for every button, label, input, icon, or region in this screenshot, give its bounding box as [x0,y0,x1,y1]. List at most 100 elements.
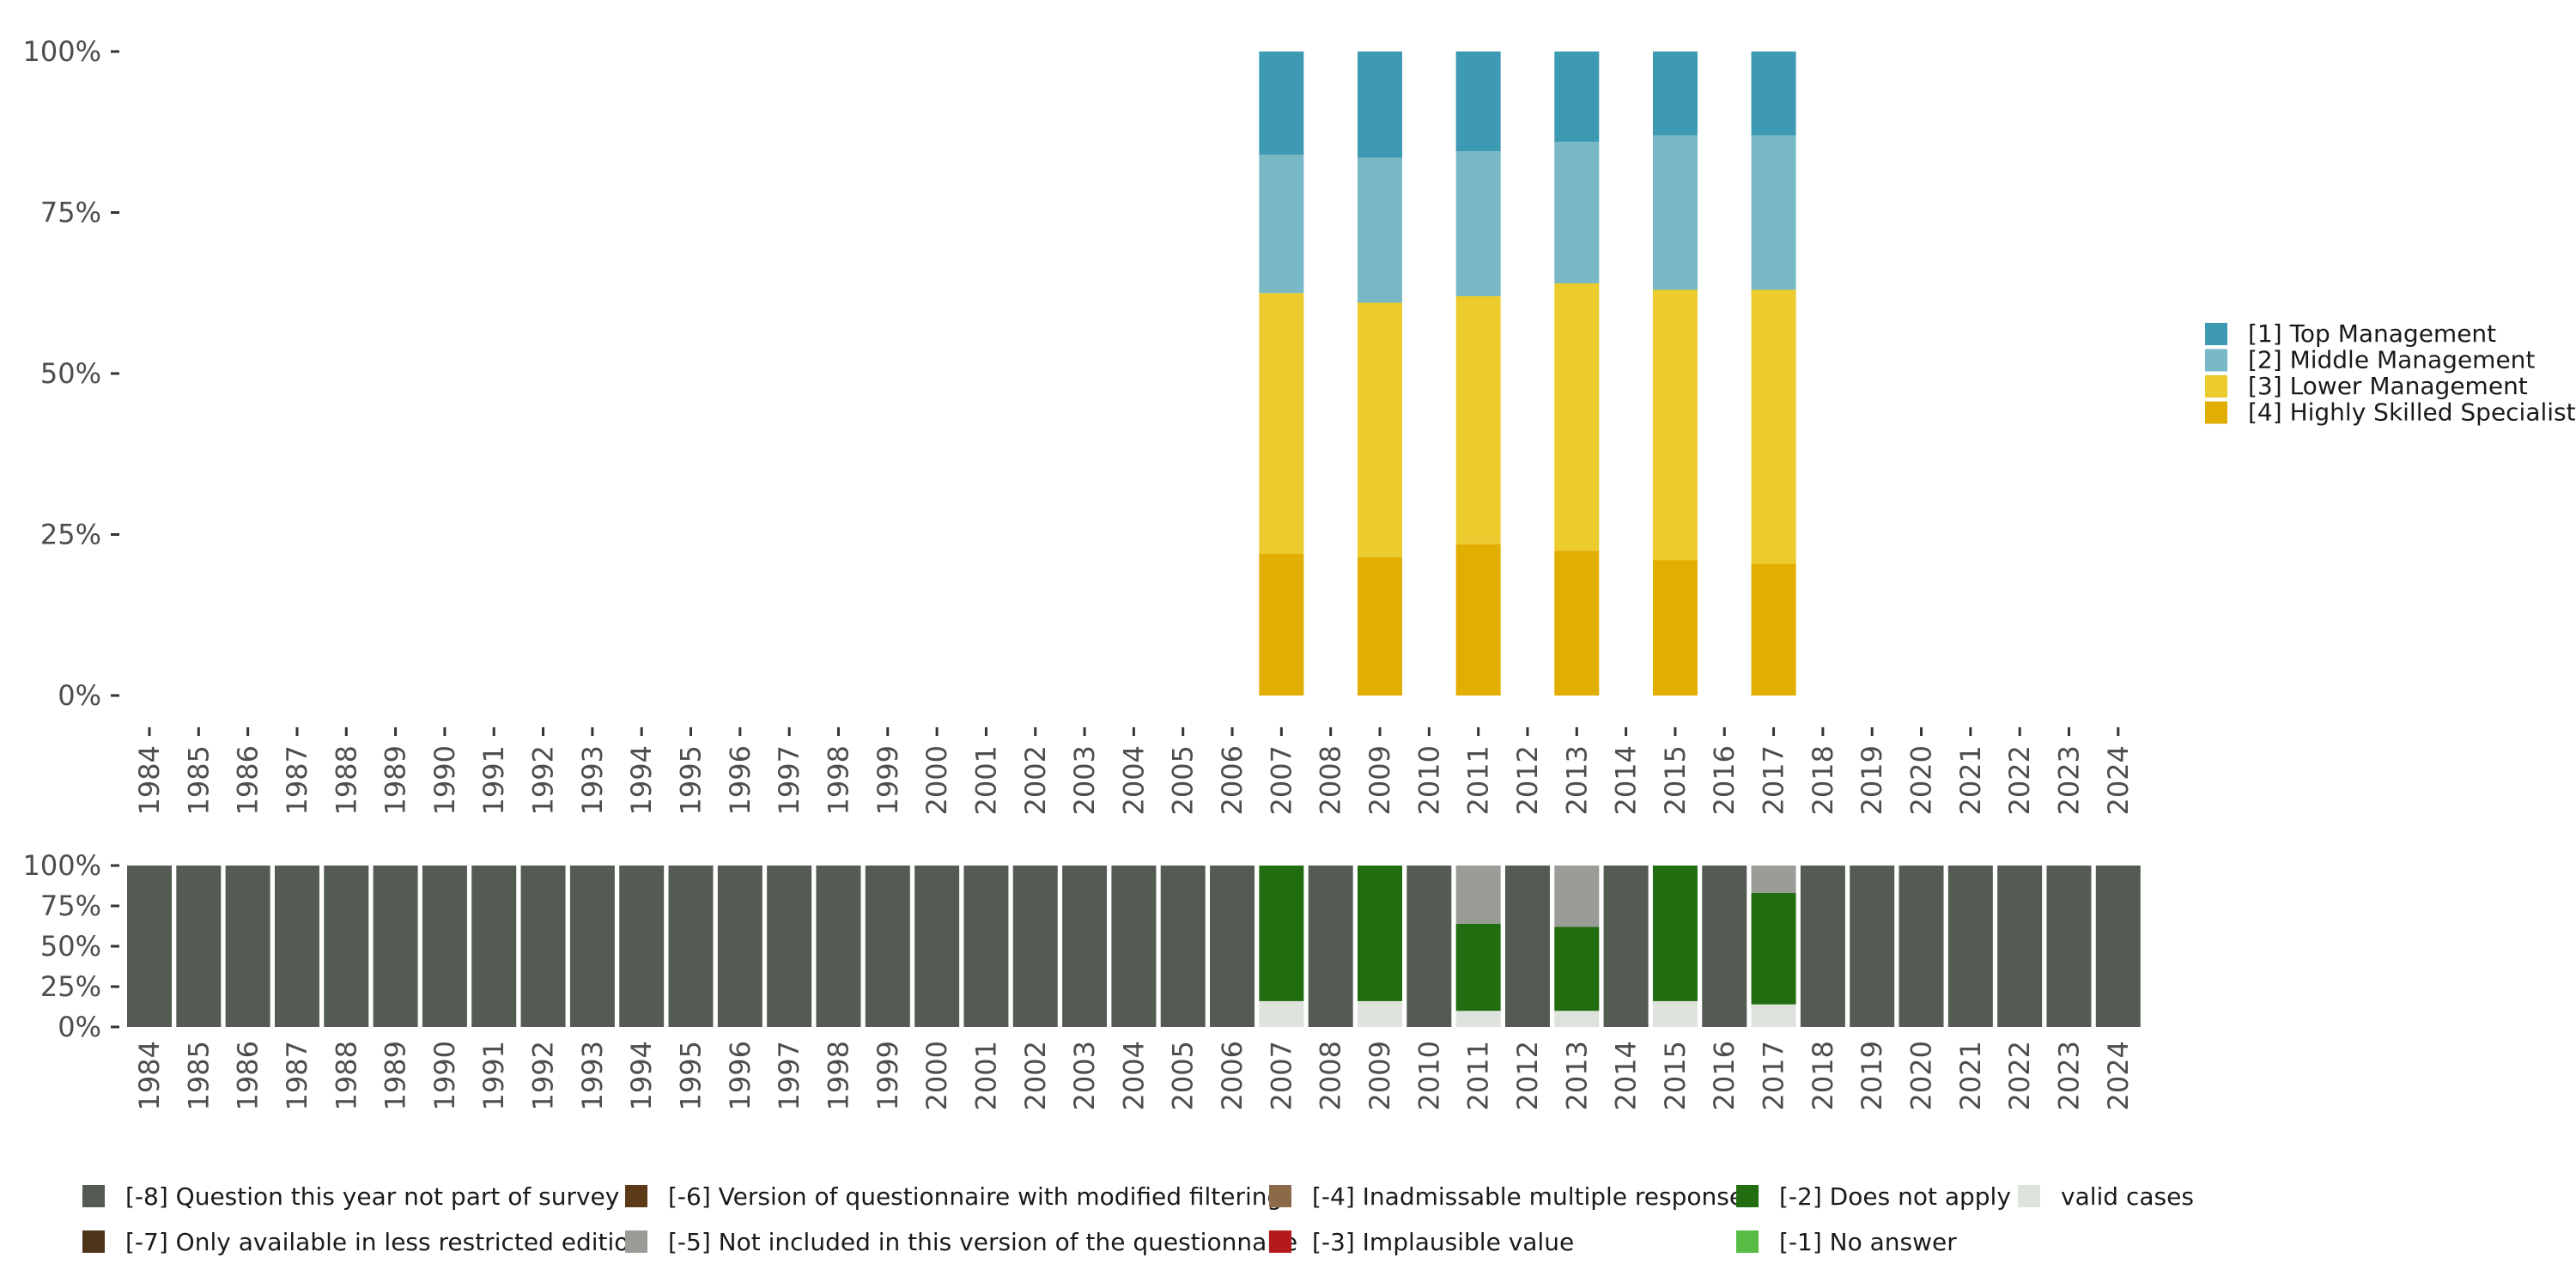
bar-bottom-2009--2-does-not-apply [1358,866,1402,1001]
bar-bottom-2017-valid-cases [1751,1004,1796,1027]
y-tick-label-bottom-25%: 25% [40,970,101,1003]
bar-bottom-2000--8-question-this-year-not-part-of-survey [914,866,960,1027]
legend-swatch-bottom-6 [1736,1185,1759,1207]
x-tick-label-top-2008: 2008 [1315,745,1347,815]
x-tick-label-bottom-2007: 2007 [1265,1041,1297,1110]
legend-label-bottom-7: [-1] No answer [1779,1228,1957,1256]
x-tick-label-bottom-2000: 2000 [920,1041,953,1110]
legend-swatch-top-1 [2205,349,2227,372]
x-tick-label-bottom-2017: 2017 [1758,1041,1790,1110]
x-tick-label-top-2007: 2007 [1265,745,1297,815]
x-tick-label-top-1994: 1994 [625,745,658,815]
bar-bottom-2011--2-does-not-apply [1455,923,1501,1012]
x-tick-label-bottom-1994: 1994 [625,1041,658,1110]
bar-top-2015--4-highly-skilled-specialist [1652,560,1698,696]
bar-bottom-2021--8-question-this-year-not-part-of-survey [1947,866,1993,1027]
x-tick-label-bottom-1993: 1993 [576,1041,609,1110]
bar-bottom-1989--8-question-this-year-not-part-of-survey [373,866,418,1027]
bar-bottom-1993--8-question-this-year-not-part-of-survey [569,866,615,1027]
x-tick-label-top-2024: 2024 [2102,745,2135,815]
bar-bottom-2017--5-not-included-in-this-version-of-the-questionnaire [1751,866,1796,893]
bar-bottom-1984--8-question-this-year-not-part-of-survey [127,866,172,1027]
x-tick-label-top-2018: 2018 [1807,745,1839,815]
x-tick-label-bottom-2002: 2002 [1019,1041,1052,1110]
bar-bottom-1996--8-question-this-year-not-part-of-survey [717,866,762,1027]
bar-bottom-2011-valid-cases [1455,1011,1501,1027]
legend-label-bottom-3: [-5] Not included in this version of the… [668,1228,1297,1256]
x-tick-label-bottom-2009: 2009 [1364,1041,1396,1110]
bar-top-2007--1-top-management [1259,52,1304,155]
bar-bottom-2009-valid-cases [1358,1000,1402,1027]
y-tick-label-bottom-50%: 50% [40,930,101,963]
x-tick-label-top-2014: 2014 [1610,745,1643,815]
x-tick-label-bottom-2006: 2006 [1216,1041,1249,1110]
x-tick-label-top-2011: 2011 [1462,745,1495,815]
x-tick-label-top-2023: 2023 [2052,745,2085,815]
bar-bottom-2022--8-question-this-year-not-part-of-survey [1997,866,2043,1027]
x-tick-label-top-1997: 1997 [773,745,805,815]
bar-bottom-1988--8-question-this-year-not-part-of-survey [324,866,369,1027]
x-tick-label-top-2003: 2003 [1068,745,1101,815]
x-tick-label-bottom-1997: 1997 [773,1041,805,1110]
x-tick-label-top-1984: 1984 [133,745,166,815]
bar-bottom-1985--8-question-this-year-not-part-of-survey [176,866,222,1027]
x-tick-label-top-2022: 2022 [2003,745,2036,815]
bar-top-2007--2-middle-management [1259,155,1304,294]
bar-top-2011--4-highly-skilled-specialist [1455,544,1501,696]
x-tick-label-bottom-2018: 2018 [1807,1041,1839,1110]
x-tick-label-bottom-2012: 2012 [1511,1041,1544,1110]
bar-top-2017--3-lower-management [1751,289,1796,564]
x-tick-label-top-2015: 2015 [1659,745,1692,815]
bar-top-2013--3-lower-management [1554,283,1600,551]
legend-label-bottom-6: [-2] Does not apply [1779,1182,2011,1211]
x-tick-label-top-2000: 2000 [920,745,953,815]
bar-bottom-2015-valid-cases [1652,1000,1698,1027]
legend-swatch-bottom-8 [2018,1185,2040,1207]
x-tick-label-bottom-2020: 2020 [1905,1041,1938,1110]
bar-bottom-2011--5-not-included-in-this-version-of-the-questionnaire [1455,866,1501,924]
x-tick-label-bottom-2011: 2011 [1462,1041,1495,1110]
bar-top-2011--3-lower-management [1455,296,1501,544]
x-tick-label-top-1985: 1985 [182,745,215,815]
x-tick-label-top-2012: 2012 [1511,745,1544,815]
bar-bottom-1998--8-question-this-year-not-part-of-survey [816,866,861,1027]
bar-top-2007--4-highly-skilled-specialist [1259,554,1304,696]
bar-bottom-2010--8-question-this-year-not-part-of-survey [1406,866,1452,1027]
legend-swatch-bottom-1 [82,1230,105,1253]
x-tick-label-top-1990: 1990 [428,745,461,815]
x-tick-label-bottom-2004: 2004 [1117,1041,1150,1110]
x-tick-label-top-2002: 2002 [1019,745,1052,815]
legend-swatch-bottom-7 [1736,1230,1759,1253]
x-tick-label-top-1986: 1986 [232,745,264,815]
x-tick-label-bottom-1989: 1989 [380,1041,412,1110]
bar-top-2015--2-middle-management [1652,135,1698,290]
bars-bottom [127,866,2141,1027]
x-tick-label-top-1995: 1995 [675,745,708,815]
bar-bottom-2004--8-question-this-year-not-part-of-survey [1111,866,1157,1027]
x-tick-label-top-1998: 1998 [822,745,854,815]
bar-bottom-2017--2-does-not-apply [1751,892,1796,1005]
legend-swatch-top-3 [2205,401,2227,424]
x-tick-label-top-1993: 1993 [576,745,609,815]
bar-bottom-2002--8-question-this-year-not-part-of-survey [1012,866,1058,1027]
x-tick-label-bottom-1990: 1990 [428,1041,461,1110]
x-tick-label-top-2004: 2004 [1117,745,1150,815]
bar-top-2017--1-top-management [1751,52,1796,136]
x-tick-label-bottom-2022: 2022 [2003,1041,2036,1110]
y-tick-label-bottom-75%: 75% [40,890,101,922]
bar-bottom-2013-valid-cases [1554,1011,1600,1027]
bar-bottom-2003--8-question-this-year-not-part-of-survey [1062,866,1108,1027]
bar-bottom-2024--8-question-this-year-not-part-of-survey [2095,866,2141,1027]
y-tick-label-top-100%: 100% [23,35,101,68]
x-tick-label-top-2021: 2021 [1954,745,1987,815]
legend-label-top-3: [4] Highly Skilled Specialist [2248,398,2576,427]
x-tick-label-top-1996: 1996 [724,745,756,815]
x-tick-label-top-2010: 2010 [1413,745,1445,815]
legend-swatch-bottom-0 [82,1185,105,1207]
bar-bottom-2007-valid-cases [1259,1000,1304,1027]
bar-top-2011--1-top-management [1455,52,1501,152]
y-tick-label-bottom-0%: 0% [58,1011,101,1043]
x-tick-label-bottom-1992: 1992 [527,1041,560,1110]
x-tick-label-bottom-2005: 2005 [1167,1041,1200,1110]
